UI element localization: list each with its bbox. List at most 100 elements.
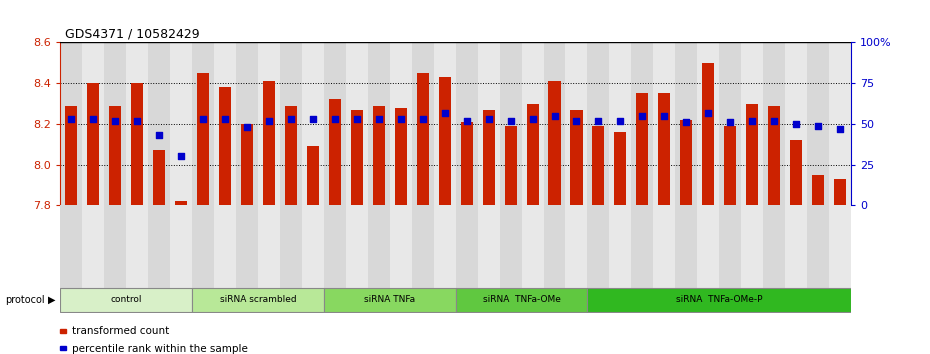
Point xyxy=(284,116,299,122)
Bar xyxy=(412,42,433,205)
Bar xyxy=(631,42,653,205)
Text: siRNA  TNFa-OMe: siRNA TNFa-OMe xyxy=(483,295,561,304)
Bar xyxy=(807,42,829,205)
Bar xyxy=(675,205,698,292)
Bar xyxy=(526,103,538,205)
Bar xyxy=(373,105,385,205)
Bar xyxy=(280,42,302,205)
Bar xyxy=(368,42,390,205)
Bar xyxy=(636,93,648,205)
Bar xyxy=(219,87,232,205)
Text: ▶: ▶ xyxy=(48,295,56,305)
Bar xyxy=(499,42,522,205)
Point xyxy=(437,110,452,115)
FancyBboxPatch shape xyxy=(324,288,456,312)
Bar xyxy=(83,42,104,205)
Bar xyxy=(764,42,785,205)
Point xyxy=(459,118,474,124)
Bar xyxy=(609,42,631,205)
Bar xyxy=(653,205,675,292)
Bar xyxy=(131,83,143,205)
Bar xyxy=(834,179,846,205)
Bar xyxy=(658,93,671,205)
Bar xyxy=(499,205,522,292)
Bar xyxy=(193,42,214,205)
Bar xyxy=(746,103,758,205)
Bar xyxy=(390,42,412,205)
Bar xyxy=(193,205,214,292)
Bar xyxy=(280,205,302,292)
Point xyxy=(745,118,760,124)
Bar xyxy=(680,120,692,205)
FancyBboxPatch shape xyxy=(588,288,851,312)
Bar xyxy=(285,105,297,205)
Bar xyxy=(785,205,807,292)
Bar xyxy=(812,175,824,205)
Point xyxy=(547,113,562,119)
Bar xyxy=(456,42,478,205)
Point xyxy=(306,116,321,122)
Bar xyxy=(83,205,104,292)
Bar xyxy=(60,42,83,205)
Bar xyxy=(346,205,368,292)
Bar xyxy=(110,105,122,205)
Bar xyxy=(87,83,100,205)
Bar xyxy=(439,77,451,205)
Text: protocol: protocol xyxy=(5,295,45,305)
Bar xyxy=(588,42,609,205)
Bar xyxy=(417,73,429,205)
Bar xyxy=(631,205,653,292)
Bar xyxy=(790,140,802,205)
Bar xyxy=(258,205,280,292)
Bar xyxy=(505,126,517,205)
Point xyxy=(86,116,100,122)
Point xyxy=(261,118,276,124)
Bar xyxy=(263,81,275,205)
Bar xyxy=(764,205,785,292)
Point xyxy=(350,116,365,122)
Point xyxy=(371,116,386,122)
FancyBboxPatch shape xyxy=(456,288,588,312)
Point xyxy=(679,119,694,125)
Bar xyxy=(478,42,499,205)
Bar xyxy=(433,205,456,292)
Bar xyxy=(148,42,170,205)
Bar xyxy=(175,201,187,205)
Bar xyxy=(390,205,412,292)
Bar xyxy=(724,126,737,205)
Bar xyxy=(478,205,499,292)
Point xyxy=(481,116,496,122)
Bar xyxy=(351,110,363,205)
Text: percentile rank within the sample: percentile rank within the sample xyxy=(72,344,247,354)
Bar xyxy=(807,205,829,292)
Point xyxy=(657,113,671,119)
Bar xyxy=(543,205,565,292)
Bar xyxy=(329,99,341,205)
Bar xyxy=(615,132,627,205)
Bar xyxy=(258,42,280,205)
Bar xyxy=(719,205,741,292)
Bar xyxy=(126,205,148,292)
Text: siRNA TNFa: siRNA TNFa xyxy=(365,295,416,304)
Bar xyxy=(741,42,764,205)
Text: transformed count: transformed count xyxy=(72,326,169,336)
Bar xyxy=(456,205,478,292)
Bar xyxy=(702,63,714,205)
Point xyxy=(569,118,584,124)
Text: control: control xyxy=(111,295,142,304)
Text: GDS4371 / 10582429: GDS4371 / 10582429 xyxy=(65,28,200,41)
Bar xyxy=(104,205,126,292)
Bar xyxy=(368,205,390,292)
Bar xyxy=(126,42,148,205)
Bar xyxy=(153,150,166,205)
Bar xyxy=(653,42,675,205)
Point xyxy=(723,119,737,125)
Point xyxy=(218,116,232,122)
Point xyxy=(327,116,342,122)
Bar xyxy=(104,42,126,205)
Bar xyxy=(148,205,170,292)
Point xyxy=(416,116,431,122)
Bar xyxy=(346,42,368,205)
Point xyxy=(525,116,540,122)
Bar xyxy=(170,205,193,292)
